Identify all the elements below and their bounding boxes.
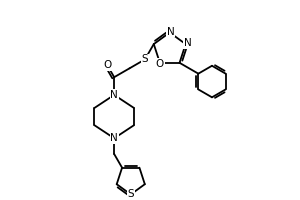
Text: N: N bbox=[184, 38, 191, 48]
Text: O: O bbox=[156, 59, 164, 69]
Text: N: N bbox=[110, 90, 118, 100]
Text: N: N bbox=[110, 90, 118, 100]
Text: S: S bbox=[142, 54, 148, 64]
Text: O: O bbox=[104, 60, 112, 70]
Text: N: N bbox=[110, 133, 118, 143]
Text: N: N bbox=[167, 27, 175, 37]
Text: S: S bbox=[128, 189, 134, 199]
